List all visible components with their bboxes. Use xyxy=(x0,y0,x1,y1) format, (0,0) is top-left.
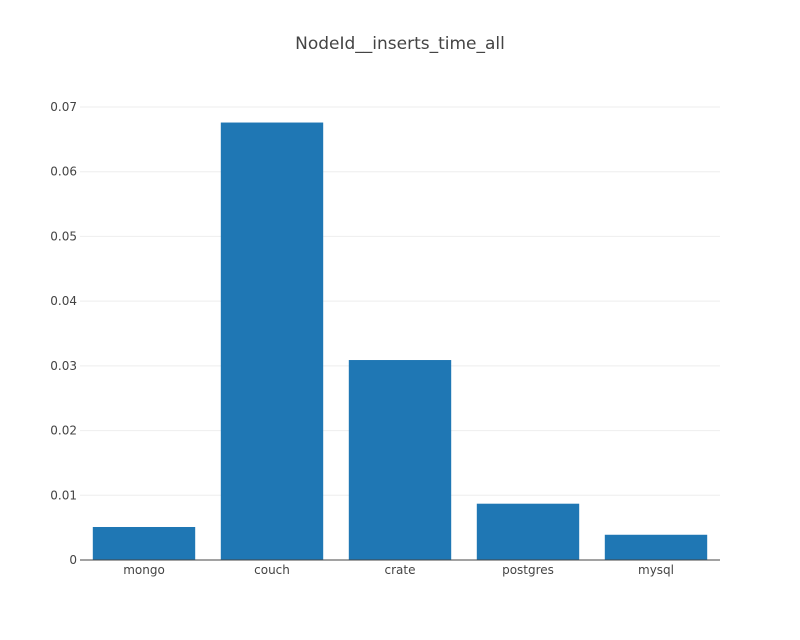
x-tick-labels: mongo couch crate postgres mysql xyxy=(123,563,674,577)
y-tick-label: 0 xyxy=(69,553,77,567)
x-tick-label: couch xyxy=(254,563,290,577)
y-tick-label: 0.01 xyxy=(50,488,77,502)
x-tick-label: postgres xyxy=(502,563,554,577)
y-tick-labels: 0 0.01 0.02 0.03 0.04 0.05 0.06 0.07 xyxy=(50,100,77,567)
y-tick-label: 0.04 xyxy=(50,294,77,308)
y-tick-label: 0.05 xyxy=(50,229,77,243)
y-tick-label: 0.06 xyxy=(50,165,77,179)
x-tick-label: mysql xyxy=(638,563,674,577)
bar-postgres[interactable] xyxy=(476,503,580,560)
chart-title: NodeId__inserts_time_all xyxy=(295,34,505,54)
bars xyxy=(92,122,708,560)
y-tick-label: 0.07 xyxy=(50,100,77,114)
y-tick-label: 0.02 xyxy=(50,424,77,438)
x-tick-label: mongo xyxy=(123,563,165,577)
bar-mysql[interactable] xyxy=(604,534,708,560)
bar-crate[interactable] xyxy=(348,360,452,560)
bar-couch[interactable] xyxy=(220,122,324,560)
bar-mongo[interactable] xyxy=(92,526,196,560)
x-tick-label: crate xyxy=(385,563,416,577)
y-tick-label: 0.03 xyxy=(50,359,77,373)
